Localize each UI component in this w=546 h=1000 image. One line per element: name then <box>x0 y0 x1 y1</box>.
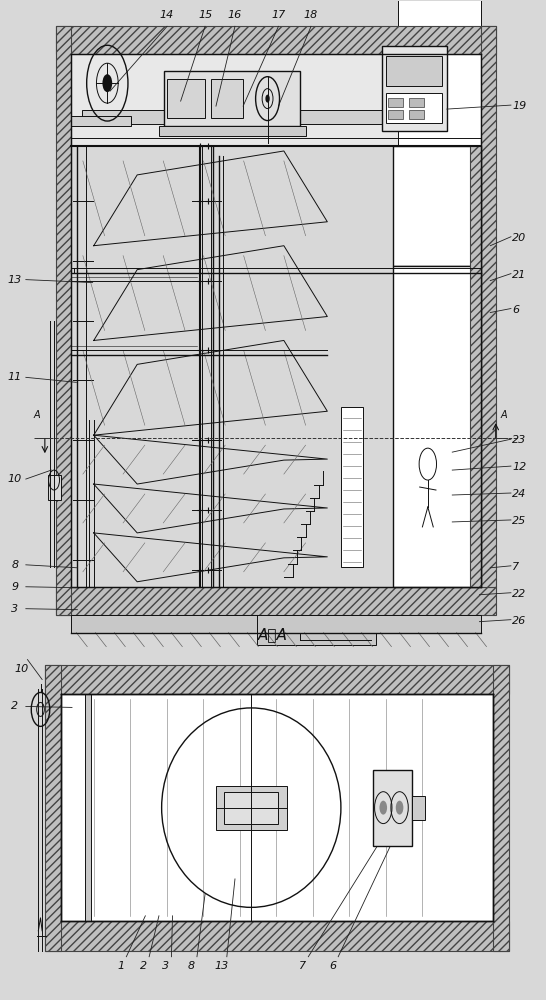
Text: 11: 11 <box>8 372 22 382</box>
Bar <box>341 407 363 567</box>
Text: 15: 15 <box>198 10 212 20</box>
Text: A: A <box>501 410 507 420</box>
Text: 22: 22 <box>512 589 526 599</box>
Text: 7: 7 <box>299 961 306 971</box>
Circle shape <box>379 801 387 815</box>
Circle shape <box>396 801 403 815</box>
Text: 6: 6 <box>512 305 519 315</box>
Text: 10: 10 <box>15 664 29 674</box>
Bar <box>409 98 424 107</box>
Text: 26: 26 <box>512 616 526 626</box>
Bar <box>388 98 403 107</box>
Text: 13: 13 <box>214 961 229 971</box>
Bar <box>398 0 480 146</box>
Bar <box>45 665 61 951</box>
Bar <box>382 46 447 131</box>
Text: 21: 21 <box>512 270 526 280</box>
Text: 6: 6 <box>329 961 336 971</box>
Bar <box>48 475 61 500</box>
Bar <box>409 110 424 119</box>
Bar <box>71 54 480 146</box>
Bar <box>216 786 287 830</box>
Bar <box>386 93 442 123</box>
Bar <box>45 921 509 951</box>
Bar <box>56 26 71 615</box>
Text: 13: 13 <box>8 275 22 285</box>
Text: 14: 14 <box>160 10 174 20</box>
Bar <box>393 146 480 266</box>
Text: 3: 3 <box>11 604 19 614</box>
Text: A: A <box>33 410 40 420</box>
Text: 24: 24 <box>512 489 526 499</box>
Text: 8: 8 <box>188 961 195 971</box>
Bar <box>82 110 409 124</box>
Text: 10: 10 <box>8 474 22 484</box>
Text: A－A: A－A <box>258 627 288 642</box>
Text: 16: 16 <box>228 10 242 20</box>
Bar <box>393 266 480 587</box>
Circle shape <box>265 95 270 103</box>
Bar <box>211 79 243 118</box>
Bar <box>159 126 306 136</box>
Text: 9: 9 <box>11 582 19 592</box>
Bar <box>480 26 496 587</box>
Bar <box>386 56 442 86</box>
Bar <box>167 79 205 118</box>
Bar <box>470 146 480 587</box>
Bar <box>257 633 376 645</box>
Bar <box>56 587 496 615</box>
Bar <box>388 110 403 119</box>
Bar <box>61 694 493 921</box>
Bar <box>412 796 425 820</box>
Text: 8: 8 <box>11 560 19 570</box>
Text: 2: 2 <box>11 701 19 711</box>
Text: 19: 19 <box>512 101 526 111</box>
Text: 17: 17 <box>271 10 286 20</box>
Bar <box>71 615 480 633</box>
Text: 2: 2 <box>140 961 147 971</box>
Bar <box>56 26 496 54</box>
Text: 20: 20 <box>512 233 526 243</box>
Bar <box>224 792 278 824</box>
Text: 7: 7 <box>512 562 519 572</box>
Circle shape <box>103 74 112 92</box>
Bar <box>164 71 300 126</box>
Text: 25: 25 <box>512 516 526 526</box>
Text: 18: 18 <box>304 10 318 20</box>
Bar <box>45 665 509 694</box>
Text: 1: 1 <box>117 961 124 971</box>
Text: 12: 12 <box>512 462 526 472</box>
Bar <box>493 665 509 951</box>
Bar <box>71 116 130 126</box>
Bar <box>373 770 412 846</box>
Bar <box>85 694 91 921</box>
Text: 3: 3 <box>162 961 170 971</box>
Text: 23: 23 <box>512 435 526 445</box>
